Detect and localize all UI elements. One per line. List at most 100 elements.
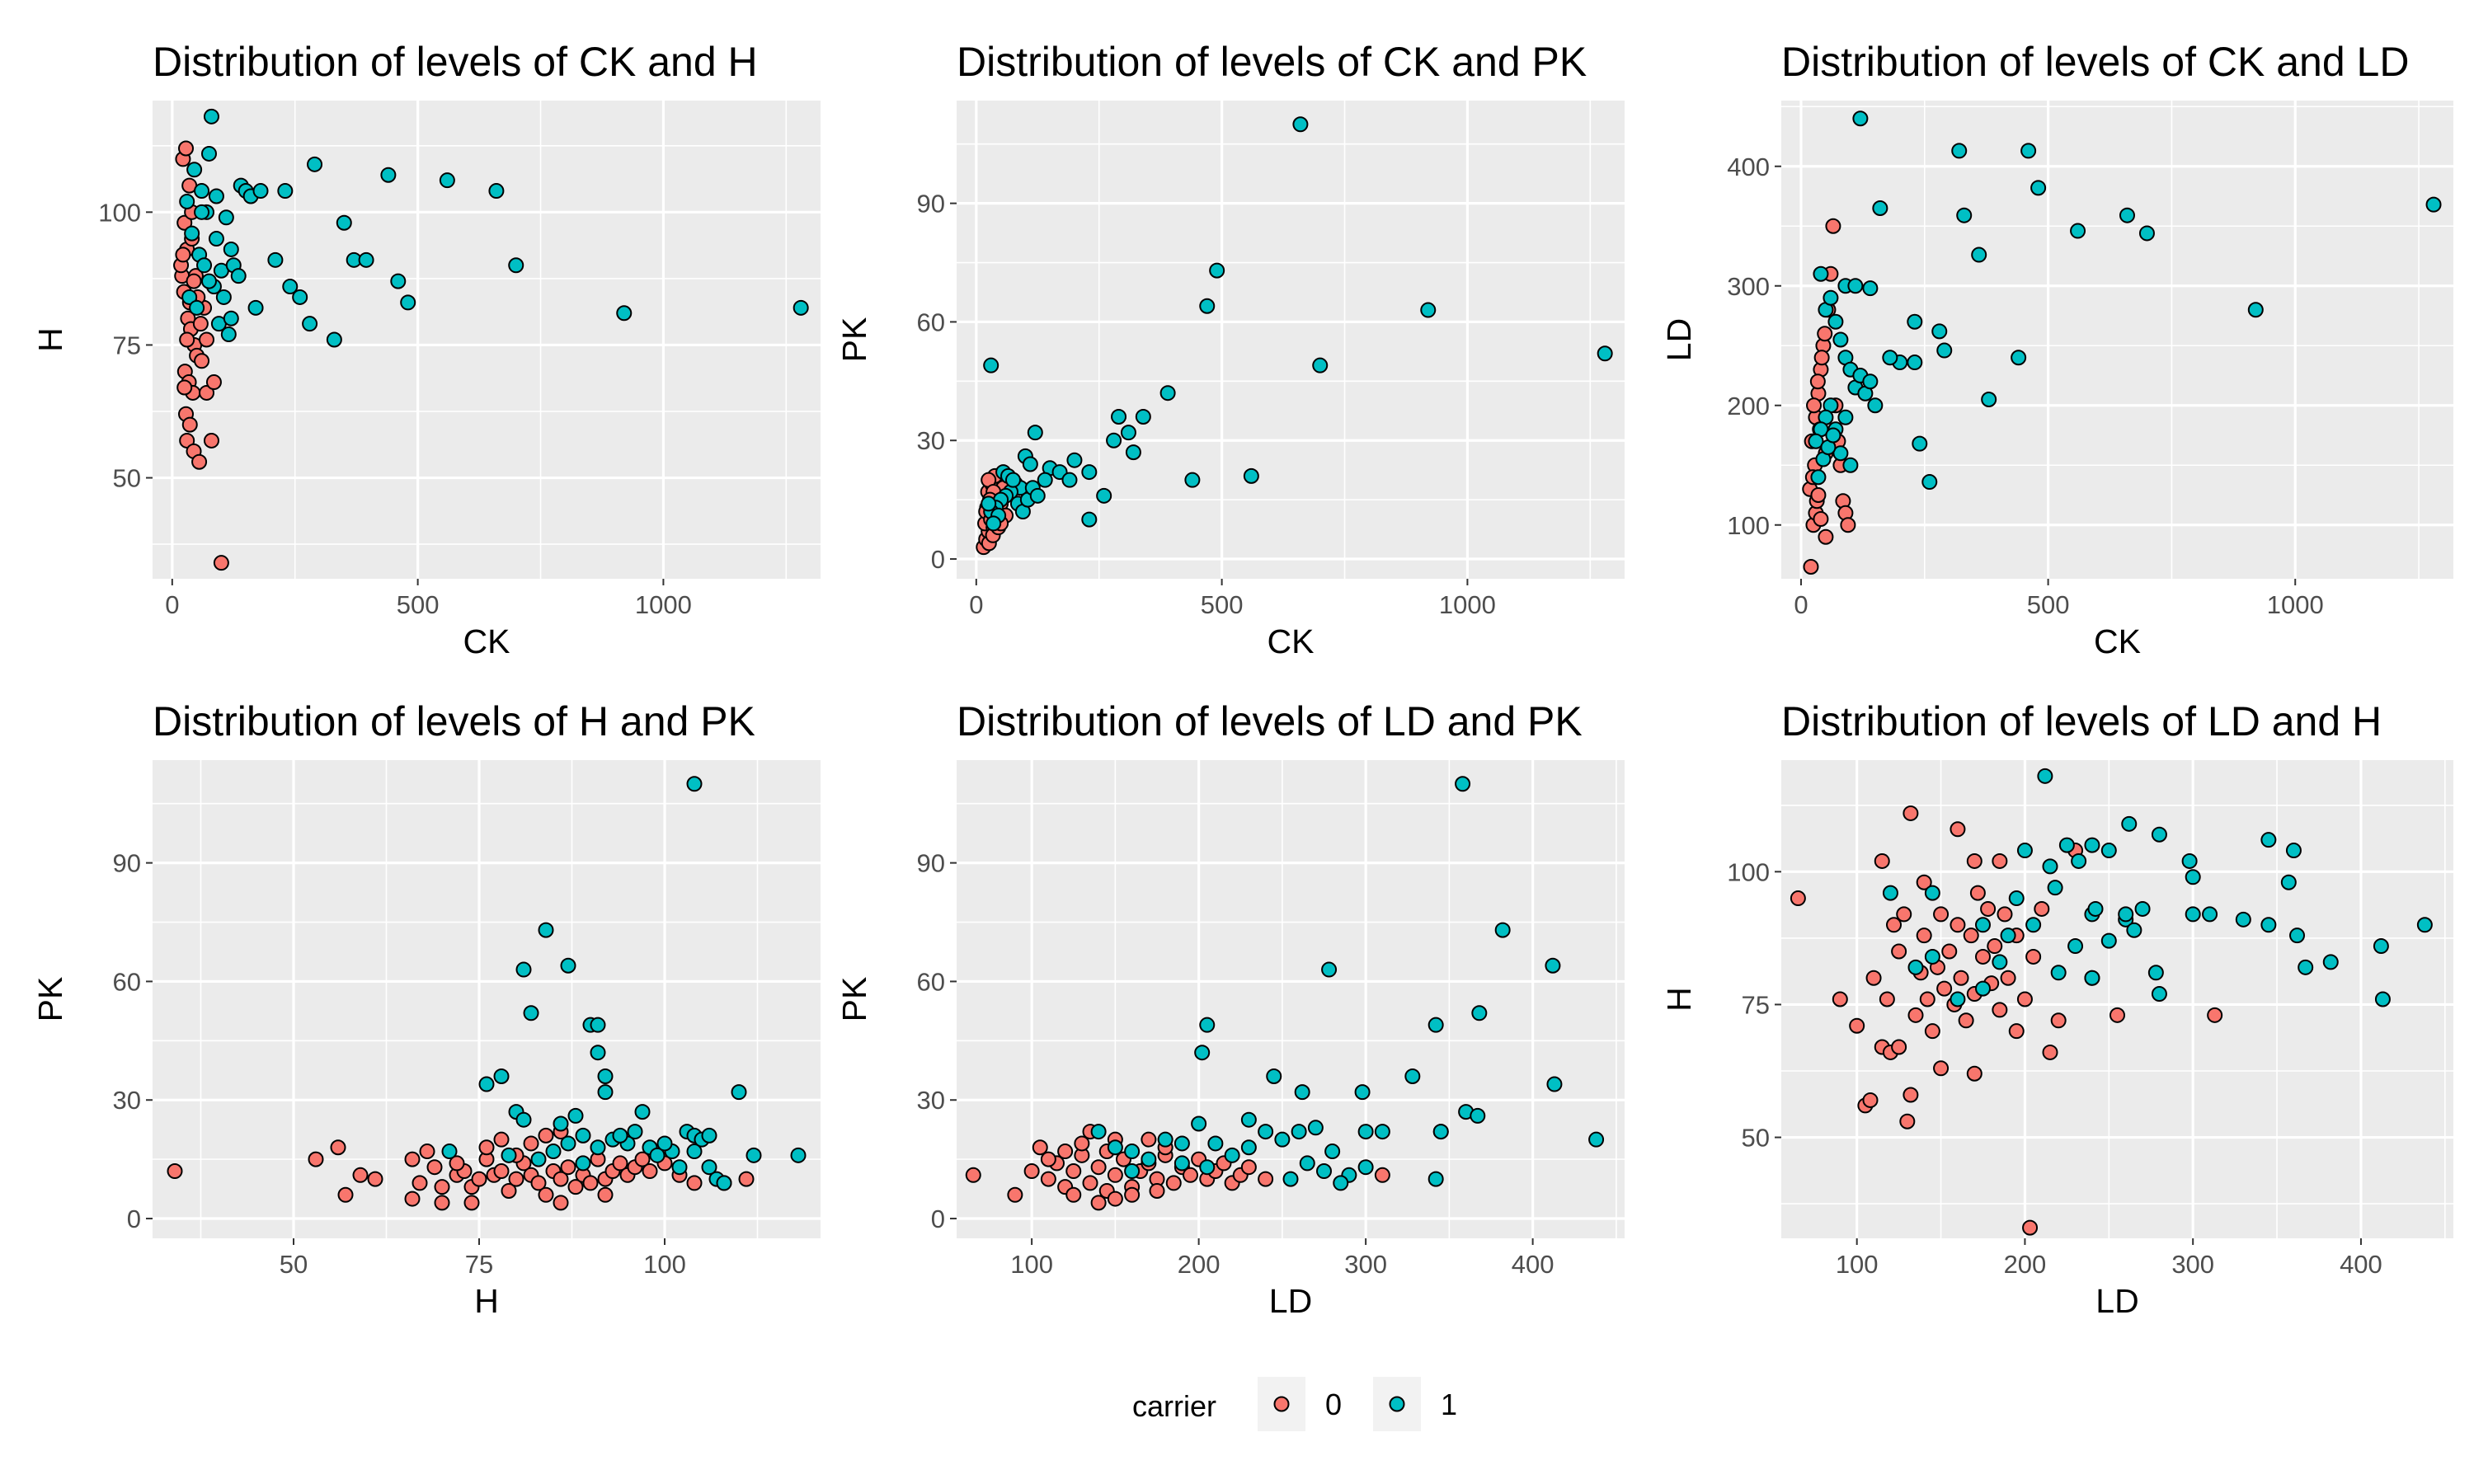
data-point	[208, 188, 224, 204]
y-axis-title: PK	[835, 317, 873, 363]
data-point	[1159, 385, 1176, 402]
data-point	[1832, 991, 1848, 1007]
y-axis-title: H	[31, 327, 69, 352]
data-point	[501, 1182, 517, 1199]
data-point	[1825, 427, 1841, 444]
data-point	[1470, 1107, 1486, 1124]
data-point	[1027, 425, 1043, 441]
y-tick-label: 0	[931, 545, 945, 574]
data-point	[404, 1151, 421, 1167]
data-point	[567, 1107, 584, 1124]
data-point	[1941, 943, 1958, 960]
data-point	[2037, 768, 2053, 784]
data-point	[1931, 323, 1948, 340]
data-point	[523, 1005, 539, 1021]
data-point	[2416, 917, 2433, 933]
data-point	[1065, 1186, 1082, 1203]
data-point	[1879, 991, 1895, 1007]
data-point	[247, 299, 264, 316]
data-point	[1135, 408, 1151, 425]
data-point	[203, 432, 219, 448]
chart-panels: Distribution of levels of CK and H 0 500 10…	[31, 39, 2453, 1320]
data-point	[575, 1155, 591, 1172]
data-point	[1307, 1120, 1324, 1136]
data-point	[560, 1159, 576, 1176]
data-point	[1849, 1017, 1865, 1034]
data-point	[627, 1124, 643, 1140]
data-point	[1040, 1151, 1056, 1167]
x-tick-label: 1000	[2267, 590, 2324, 619]
data-point	[597, 1186, 614, 1203]
chart-panel-6: Distribution of levels of LD and H 100 200…	[1660, 698, 2453, 1320]
y-tick-label: 75	[1742, 990, 1770, 1019]
data-point	[1813, 265, 1829, 282]
data-point	[1907, 313, 1923, 330]
data-point	[1867, 397, 1884, 414]
data-point	[1199, 1017, 1216, 1033]
data-point	[1953, 970, 1969, 986]
data-point	[194, 204, 210, 220]
data-point	[701, 1159, 717, 1176]
data-point	[1061, 472, 1078, 488]
data-point	[1081, 464, 1098, 481]
data-point	[671, 1159, 688, 1176]
data-point	[1224, 1147, 1240, 1163]
x-tick-label: 500	[397, 590, 440, 619]
data-point	[2011, 350, 2027, 366]
data-point	[471, 1171, 487, 1187]
data-point	[1321, 961, 1338, 978]
data-point	[1240, 1159, 1257, 1176]
data-point	[2118, 906, 2134, 923]
data-point	[1090, 1159, 1107, 1176]
chart-title: Distribution of levels of CK and LD	[1781, 39, 2409, 85]
data-point	[1282, 1171, 1299, 1187]
data-point	[1966, 1065, 1982, 1082]
data-point	[186, 273, 202, 289]
y-tick-label: 0	[931, 1205, 945, 1233]
legend-title: carrier	[1132, 1389, 1216, 1423]
chart-panel-3: Distribution of levels of CK and LD 0 500 1…	[1660, 39, 2453, 660]
data-point	[1081, 511, 1098, 528]
data-point	[2058, 837, 2075, 853]
data-point	[1357, 1124, 1374, 1140]
y-tick-label: 90	[113, 849, 141, 878]
data-point	[1106, 432, 1122, 448]
data-point	[178, 140, 194, 157]
chart-title: Distribution of levels of CK and H	[153, 39, 758, 85]
data-point	[1933, 906, 1950, 923]
data-point	[252, 183, 269, 200]
data-point	[2100, 843, 2117, 859]
x-tick-label: 500	[2027, 590, 2070, 619]
data-point	[1950, 917, 1966, 933]
data-point	[1832, 331, 1849, 348]
data-point	[2084, 970, 2100, 986]
data-point	[1790, 890, 1806, 907]
data-point	[2235, 911, 2251, 928]
data-point	[1832, 445, 1849, 462]
data-point	[1141, 1151, 1157, 1167]
data-point	[1258, 1124, 1274, 1140]
data-point	[2050, 1012, 2067, 1029]
data-point	[176, 214, 193, 231]
data-point	[1174, 1135, 1190, 1152]
data-point	[649, 1147, 666, 1163]
data-point	[575, 1127, 591, 1144]
data-point	[302, 316, 318, 332]
data-point	[213, 555, 229, 571]
data-point	[686, 1175, 703, 1191]
data-point	[199, 331, 215, 348]
data-point	[1588, 1131, 1605, 1148]
data-point	[2050, 965, 2067, 981]
data-point	[1992, 954, 2008, 970]
data-point	[1597, 345, 1613, 362]
data-point	[508, 1171, 524, 1187]
data-point	[176, 379, 193, 396]
data-point	[567, 1179, 584, 1195]
data-point	[2020, 143, 2037, 159]
data-point	[463, 1195, 480, 1211]
x-tick-label: 500	[1201, 590, 1244, 619]
data-point	[493, 1163, 510, 1180]
data-point	[1907, 1007, 1924, 1023]
data-point	[192, 316, 209, 332]
